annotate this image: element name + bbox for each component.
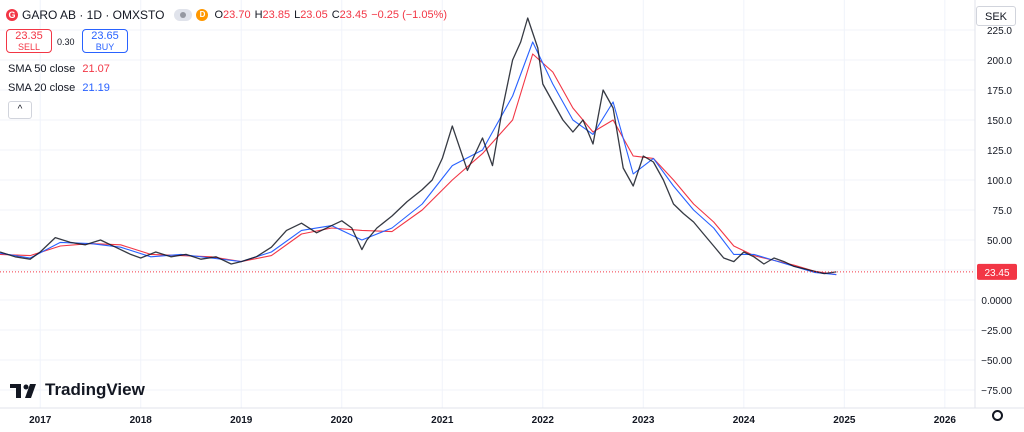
eye-icon[interactable]: [174, 9, 193, 21]
buy-price: 23.65: [91, 30, 119, 42]
last-price-tag: [977, 263, 1017, 280]
symbol-header: G GARO AB · 1D · OMXSTO D O 23.70 H 23.8…: [6, 8, 451, 22]
x-tick-label: 2022: [532, 415, 555, 426]
x-tick-label: 2018: [130, 415, 153, 426]
x-tick-label: 2020: [331, 415, 354, 426]
sma20-label: SMA 20 close: [8, 82, 76, 94]
open-value: 23.70: [223, 9, 251, 21]
y-tick-label: 150.0: [987, 116, 1012, 127]
sma50-label: SMA 50 close: [8, 63, 76, 75]
low-value: 23.05: [300, 9, 328, 21]
y-tick-label: −75.00: [981, 386, 1012, 397]
tradingview-logo-icon: [10, 383, 40, 398]
symbol-title[interactable]: GARO AB · 1D · OMXSTO: [22, 8, 165, 22]
spread-value: 0.30: [57, 37, 75, 47]
sell-label: SELL: [17, 42, 41, 52]
open-key: O: [214, 9, 224, 21]
y-tick-label: 0.0000: [981, 296, 1012, 307]
last-price-label: 23.45: [984, 268, 1009, 279]
y-tick-label: −25.00: [981, 326, 1012, 337]
price-series-layer: [0, 17, 837, 275]
last-price-marker: 23.45: [0, 263, 1017, 280]
x-axis-ticks: 2017 2018 2019 2020 2021 2022 2023 2024 2025 2026: [29, 415, 956, 426]
sma50-value: 21.07: [82, 63, 110, 75]
y-tick-label: 225.0: [987, 26, 1012, 37]
x-tick-label: 2024: [733, 415, 756, 426]
x-tick-label: 2019: [230, 415, 253, 426]
y-tick-label: 175.0: [987, 86, 1012, 97]
tradingview-logo[interactable]: TradingView: [10, 380, 145, 400]
sell-price: 23.35: [15, 30, 43, 42]
sma50-legend[interactable]: SMA 50 close 21.07: [8, 63, 110, 75]
sma20-value: 21.19: [82, 82, 110, 94]
buy-label: BUY: [95, 42, 115, 52]
price-line: [0, 17, 837, 275]
x-tick-label: 2021: [431, 415, 454, 426]
y-tick-label: −50.00: [981, 356, 1012, 367]
sma50-line-layer: [0, 53, 837, 276]
collapse-indicators-button[interactable]: ^: [8, 101, 32, 119]
y-tick-label: 200.0: [987, 56, 1012, 67]
y-tick-label: 125.0: [987, 146, 1012, 157]
buy-button[interactable]: 23.65 BUY: [82, 29, 128, 53]
y-tick-label: 75.0: [993, 206, 1013, 217]
sma50-line: [0, 53, 837, 276]
x-tick-label: 2025: [833, 415, 856, 426]
data-status-badge[interactable]: D: [196, 9, 209, 21]
change-value: −0.25 (−1.05%): [371, 9, 448, 21]
x-tick-label: 2023: [632, 415, 655, 426]
high-key: H: [254, 9, 263, 21]
close-value: 23.45: [339, 9, 368, 21]
gear-icon[interactable]: [992, 410, 1003, 421]
y-tick-label: 100.0: [987, 176, 1012, 187]
chart-grid: [0, 0, 975, 408]
sell-button[interactable]: 23.35 SELL: [6, 29, 52, 53]
x-tick-label: 2026: [934, 415, 957, 426]
close-key: C: [331, 9, 340, 21]
currency-selector[interactable]: SEK: [976, 6, 1016, 26]
y-axis-ticks: 225.0 200.0 175.0 150.0 125.0 100.0 75.0 50.00 2…: [981, 26, 1012, 397]
low-key: L: [294, 9, 301, 21]
sma20-legend[interactable]: SMA 20 close 21.19: [8, 82, 110, 94]
x-tick-label: 2017: [29, 415, 52, 426]
y-tick-label: 50.00: [987, 236, 1012, 247]
brand-name: TradingView: [45, 380, 145, 399]
high-value: 23.85: [262, 9, 291, 21]
symbol-logo-icon: G: [6, 9, 18, 21]
